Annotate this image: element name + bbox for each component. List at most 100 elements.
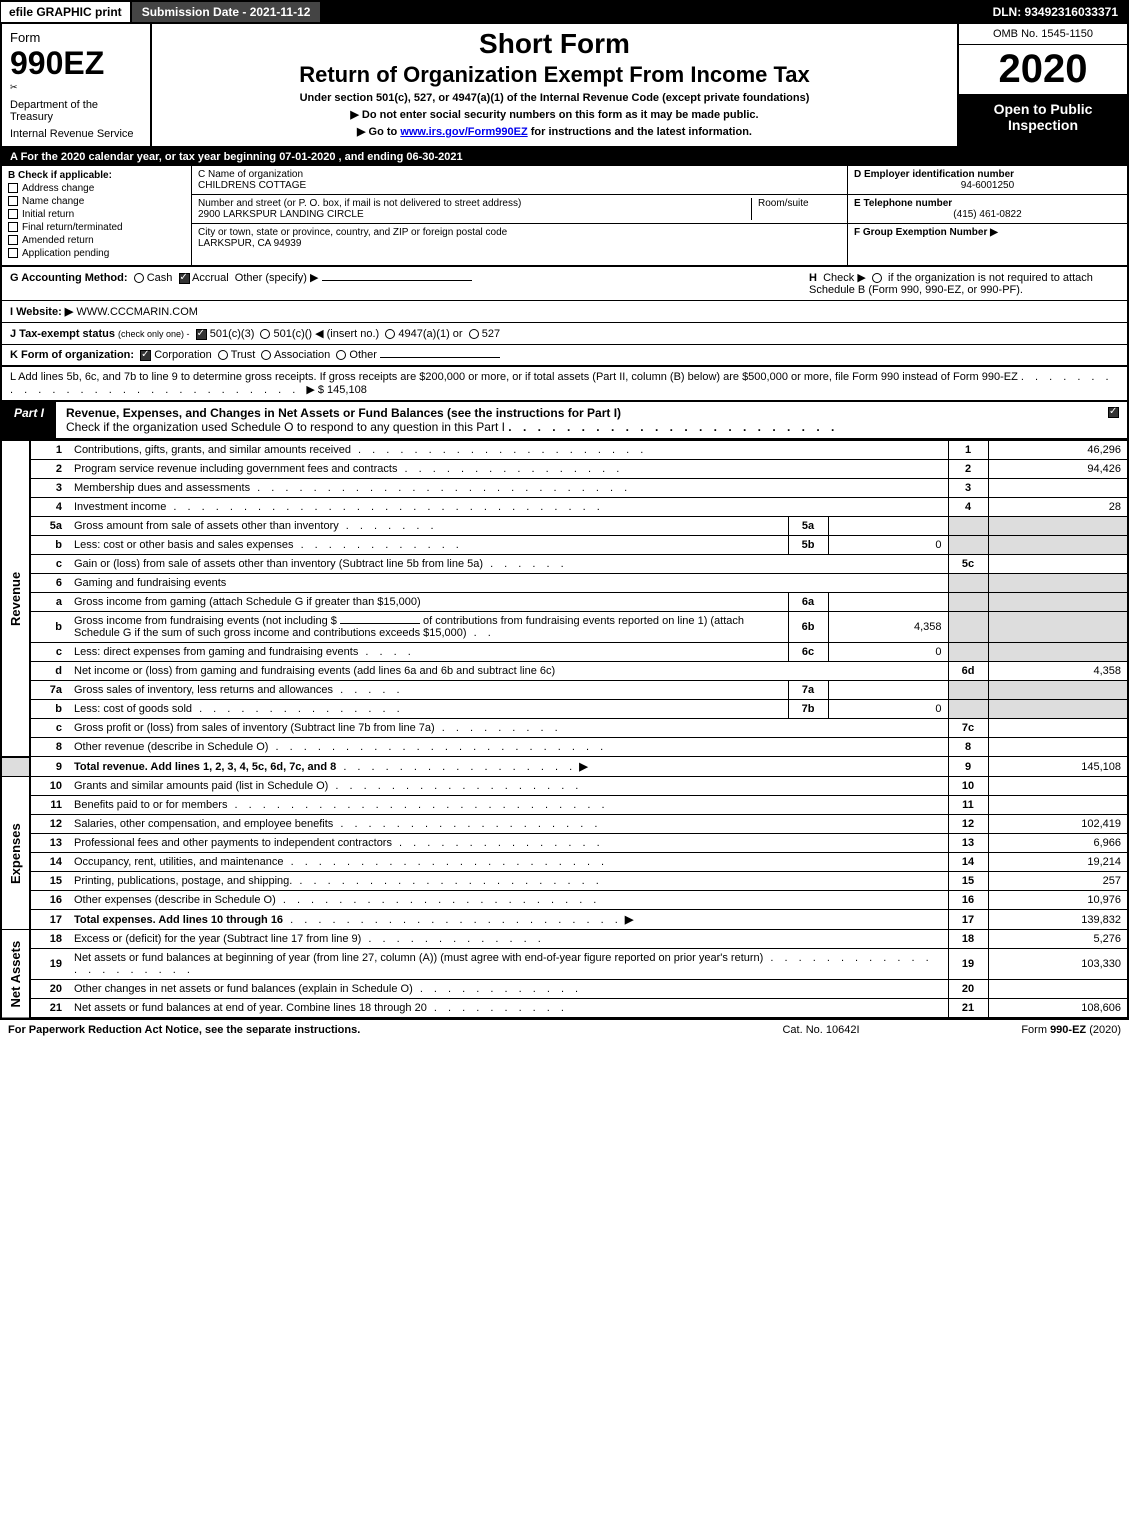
527-label: 527 xyxy=(482,328,500,340)
accrual-label: Accrual xyxy=(192,272,229,284)
501c-check[interactable] xyxy=(260,329,270,339)
501c3-check[interactable] xyxy=(196,329,207,340)
line-6a-subval xyxy=(828,593,948,612)
4947-label: 4947(a)(1) or xyxy=(398,328,462,340)
header-title-block: Short Form Return of Organization Exempt… xyxy=(152,24,957,146)
line-6b-sub: 6b xyxy=(788,612,828,643)
opt-initial-return: Initial return xyxy=(22,209,74,220)
line-10-num: 10 xyxy=(30,777,68,796)
line-6c-subval: 0 xyxy=(828,643,948,662)
line-5a-num: 5a xyxy=(30,517,68,536)
check-name-change[interactable]: Name change xyxy=(8,196,185,207)
ein-value: 94-6001250 xyxy=(854,180,1121,191)
line-13-ref: 13 xyxy=(948,834,988,853)
other-org-check[interactable] xyxy=(336,350,346,360)
line-9-ref: 9 xyxy=(948,757,988,777)
check-address-change[interactable]: Address change xyxy=(8,183,185,194)
check-application-pending[interactable]: Application pending xyxy=(8,248,185,259)
assoc-check[interactable] xyxy=(261,350,271,360)
line-1-desc: Contributions, gifts, grants, and simila… xyxy=(74,444,351,456)
box-h-check-text: Check ▶ xyxy=(823,272,866,284)
line-3-ref: 3 xyxy=(948,479,988,498)
line-7a-subval xyxy=(828,681,948,700)
line-11-num: 11 xyxy=(30,796,68,815)
line-18-desc: Excess or (deficit) for the year (Subtra… xyxy=(74,933,361,945)
box-h-checkbox[interactable] xyxy=(872,273,882,283)
org-name: CHILDRENS COTTAGE xyxy=(198,180,841,191)
line-10-ref: 10 xyxy=(948,777,988,796)
efile-print-label[interactable]: efile GRAPHIC print xyxy=(1,2,130,22)
website-value[interactable]: WWW.CCCMARIN.COM xyxy=(76,306,198,318)
org-info-section: B Check if applicable: Address change Na… xyxy=(0,166,1129,267)
cash-radio[interactable] xyxy=(134,273,144,283)
line-6a-num: a xyxy=(30,593,68,612)
check-initial-return[interactable]: Initial return xyxy=(8,209,185,220)
line-6b-desc1: Gross income from fundraising events (no… xyxy=(74,615,337,627)
box-i-label: I Website: ▶ xyxy=(10,306,73,318)
opt-application-pending: Application pending xyxy=(22,248,109,259)
box-e-label: E Telephone number xyxy=(854,198,1121,209)
line-16-ref: 16 xyxy=(948,891,988,910)
accrual-radio[interactable] xyxy=(179,273,190,284)
line-6-num: 6 xyxy=(30,574,68,593)
line-5a-grey xyxy=(948,517,988,536)
tax-period-bar: A For the 2020 calendar year, or tax yea… xyxy=(0,148,1129,166)
other-org-label: Other xyxy=(349,349,377,361)
line-6-desc: Gaming and fundraising events xyxy=(68,574,948,593)
other-specify-input[interactable] xyxy=(322,280,472,281)
box-l: L Add lines 5b, 6c, and 7b to line 9 to … xyxy=(0,367,1129,402)
527-check[interactable] xyxy=(469,329,479,339)
line-6c-num: c xyxy=(30,643,68,662)
line-18-ref: 18 xyxy=(948,930,988,949)
line-5a-grey2 xyxy=(988,517,1128,536)
line-6d-ref: 6d xyxy=(948,662,988,681)
line-16-value: 10,976 xyxy=(988,891,1128,910)
box-i: I Website: ▶ WWW.CCCMARIN.COM xyxy=(10,305,1119,318)
line-7a-desc: Gross sales of inventory, less returns a… xyxy=(74,684,333,696)
goto-suffix: for instructions and the latest informat… xyxy=(528,126,752,138)
gross-receipts-value: ▶ $ 145,108 xyxy=(306,384,366,396)
4947-check[interactable] xyxy=(385,329,395,339)
trust-label: Trust xyxy=(231,349,256,361)
short-form-title: Short Form xyxy=(162,28,947,60)
line-15-value: 257 xyxy=(988,872,1128,891)
trust-check[interactable] xyxy=(218,350,228,360)
irs-form-link[interactable]: www.irs.gov/Form990EZ xyxy=(400,126,527,138)
irs-link-row: ▶ Go to www.irs.gov/Form990EZ for instru… xyxy=(162,125,947,138)
line-4-desc: Investment income xyxy=(74,501,166,513)
line-17-value: 139,832 xyxy=(988,910,1128,930)
501c3-label: 501(c)(3) xyxy=(210,328,255,340)
line-21-desc: Net assets or fund balances at end of ye… xyxy=(74,1002,427,1014)
opt-name-change: Name change xyxy=(22,196,84,207)
line-15-ref: 15 xyxy=(948,872,988,891)
line-14-desc: Occupancy, rent, utilities, and maintena… xyxy=(74,856,284,868)
goto-prefix: ▶ Go to xyxy=(357,126,400,138)
line-6b-input[interactable] xyxy=(340,623,420,624)
501c-label: 501(c)( xyxy=(274,328,309,340)
line-19-desc: Net assets or fund balances at beginning… xyxy=(74,952,763,964)
line-7c-ref: 7c xyxy=(948,719,988,738)
dln-number: DLN: 93492316033371 xyxy=(983,2,1128,22)
opt-final-return: Final return/terminated xyxy=(22,222,123,233)
line-12-num: 12 xyxy=(30,815,68,834)
line-13-desc: Professional fees and other payments to … xyxy=(74,837,392,849)
line-6c-desc: Less: direct expenses from gaming and fu… xyxy=(74,646,358,658)
city-label: City or town, state or province, country… xyxy=(198,227,841,238)
other-org-input[interactable] xyxy=(380,357,500,358)
line-4-num: 4 xyxy=(30,498,68,517)
line-21-num: 21 xyxy=(30,999,68,1019)
line-3-num: 3 xyxy=(30,479,68,498)
box-b: B Check if applicable: Address change Na… xyxy=(2,166,192,265)
corp-check[interactable] xyxy=(140,350,151,361)
line-5b-subval: 0 xyxy=(828,536,948,555)
part-i-schedule-o-check[interactable] xyxy=(1100,402,1127,438)
line-6a-desc: Gross income from gaming (attach Schedul… xyxy=(74,596,421,608)
line-17-desc: Total expenses. Add lines 10 through 16 xyxy=(74,914,283,926)
check-final-return[interactable]: Final return/terminated xyxy=(8,222,185,233)
box-l-text: L Add lines 5b, 6c, and 7b to line 9 to … xyxy=(10,371,1018,383)
line-5b-sub: 5b xyxy=(788,536,828,555)
check-amended-return[interactable]: Amended return xyxy=(8,235,185,246)
line-6d-desc: Net income or (loss) from gaming and fun… xyxy=(74,665,555,677)
expenses-side-label: Expenses xyxy=(1,777,30,930)
box-d-label: D Employer identification number xyxy=(854,169,1121,180)
